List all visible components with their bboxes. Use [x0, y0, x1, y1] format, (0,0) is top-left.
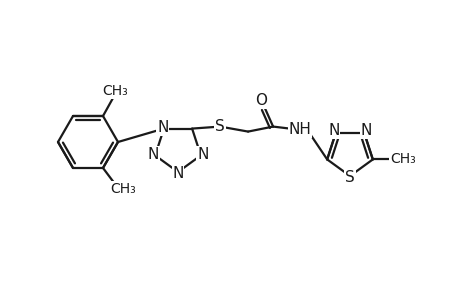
Text: NH: NH — [288, 122, 311, 137]
Text: N: N — [172, 167, 183, 182]
Text: N: N — [197, 147, 208, 162]
Text: O: O — [255, 93, 267, 108]
Text: N: N — [157, 120, 168, 135]
Text: N: N — [360, 123, 371, 138]
Text: CH₃: CH₃ — [110, 182, 135, 196]
Text: N: N — [327, 123, 339, 138]
Text: CH₃: CH₃ — [389, 152, 415, 167]
Text: N: N — [147, 147, 158, 162]
Text: CH₃: CH₃ — [102, 84, 128, 98]
Text: S: S — [215, 119, 224, 134]
Text: S: S — [344, 170, 354, 185]
